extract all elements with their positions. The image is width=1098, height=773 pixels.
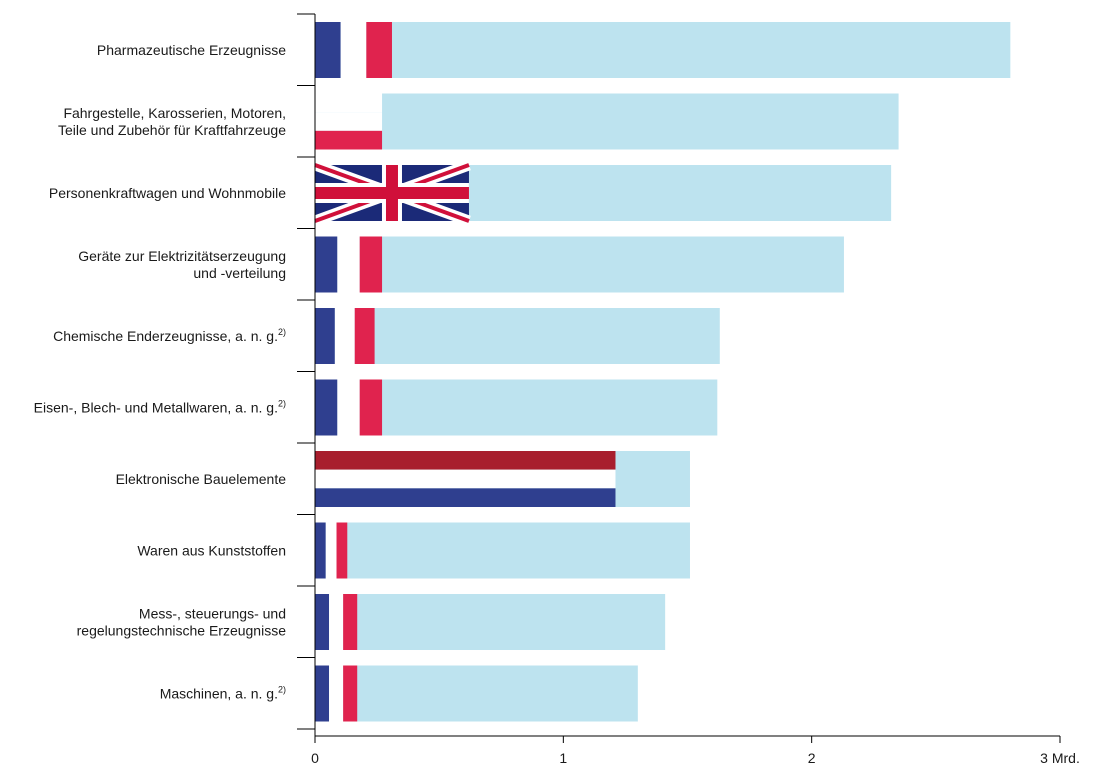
bar-row-9 bbox=[315, 665, 638, 722]
category-label: Eisen-, Blech- und Metallwaren, a. n. g.… bbox=[34, 399, 286, 416]
total-bar bbox=[315, 93, 899, 150]
category-label: Personenkraftwagen und Wohnmobile bbox=[49, 185, 286, 201]
share-bar-red bbox=[343, 594, 358, 650]
share-bar-red bbox=[366, 22, 392, 78]
share-bar-white bbox=[315, 112, 383, 131]
category-label: Teile und Zubehör für Kraftfahrzeuge bbox=[58, 122, 286, 138]
footnote-superscript: 2) bbox=[278, 327, 286, 337]
share-bar-blue bbox=[315, 594, 330, 650]
category-label: Geräte zur Elektrizitätserzeugung bbox=[78, 248, 286, 264]
category-label: und -verteilung bbox=[193, 265, 286, 281]
total-bar bbox=[315, 236, 844, 293]
category-label: Chemische Enderzeugnisse, a. n. g.2) bbox=[53, 327, 286, 344]
share-bar-blue bbox=[315, 236, 338, 293]
share-bar-red bbox=[343, 665, 358, 722]
share-bar-blue bbox=[315, 22, 341, 78]
category-label: regelungstechnische Erzeugnisse bbox=[77, 623, 287, 639]
labels-layer: Pharmazeutische Erzeugnisse Fahrgestelle,… bbox=[34, 42, 1080, 766]
total-bar bbox=[315, 522, 690, 579]
bar-row-1 bbox=[315, 93, 899, 150]
uk-cross-red bbox=[315, 187, 469, 199]
share-bar-red bbox=[354, 308, 375, 364]
share-bar-red bbox=[359, 379, 383, 436]
bar-row-5 bbox=[315, 379, 718, 436]
category-label: Waren aus Kunststoffen bbox=[137, 543, 286, 559]
bar-row-6 bbox=[315, 451, 690, 507]
footnote-superscript: 2) bbox=[278, 685, 286, 695]
category-label: Pharmazeutische Erzeugnisse bbox=[97, 42, 286, 58]
bar-row-0 bbox=[315, 22, 1011, 78]
share-bar-blue bbox=[315, 488, 616, 507]
share-bar-red bbox=[336, 522, 348, 579]
share-bar-red bbox=[315, 451, 616, 470]
bars-layer bbox=[313, 22, 1011, 722]
x-tick-label: 1 bbox=[559, 750, 567, 766]
total-bar bbox=[315, 665, 638, 722]
share-bar-white bbox=[334, 308, 355, 364]
share-bar-white bbox=[337, 379, 360, 436]
bar-row-3 bbox=[315, 236, 844, 293]
x-tick-label: 3 Mrd. bbox=[1040, 750, 1080, 766]
total-bar bbox=[315, 22, 1011, 78]
share-bar-white bbox=[315, 93, 383, 113]
category-label: Mess-, steuerungs- und bbox=[139, 606, 286, 622]
share-bar-blue bbox=[315, 665, 330, 722]
share-bar-blue bbox=[315, 522, 326, 579]
axes-layer bbox=[297, 13, 1061, 743]
category-label: Maschinen, a. n. g.2) bbox=[160, 685, 286, 702]
share-bar-white bbox=[337, 236, 360, 293]
bar-row-7 bbox=[315, 522, 690, 579]
share-bar-white bbox=[315, 469, 616, 489]
share-bar-white bbox=[325, 522, 337, 579]
share-bar-red bbox=[359, 236, 383, 293]
category-label: Fahrgestelle, Karosserien, Motoren, bbox=[63, 105, 286, 121]
bar-row-8 bbox=[315, 594, 666, 650]
total-bar bbox=[315, 594, 666, 650]
share-bar-white bbox=[329, 594, 344, 650]
share-bar-red bbox=[315, 130, 383, 150]
x-tick-label: 0 bbox=[311, 750, 319, 766]
category-label: Elektronische Bauelemente bbox=[116, 471, 287, 487]
share-bar-white bbox=[329, 665, 344, 722]
share-bar-white bbox=[340, 22, 367, 78]
footnote-superscript: 2) bbox=[278, 399, 286, 409]
bar-row-4 bbox=[315, 308, 720, 364]
total-bar bbox=[315, 308, 720, 364]
share-bar-blue bbox=[315, 308, 335, 364]
x-tick-label: 2 bbox=[808, 750, 816, 766]
share-bar-union-jack bbox=[313, 159, 471, 227]
share-bar-blue bbox=[315, 379, 338, 436]
bar-row-2 bbox=[313, 159, 892, 227]
